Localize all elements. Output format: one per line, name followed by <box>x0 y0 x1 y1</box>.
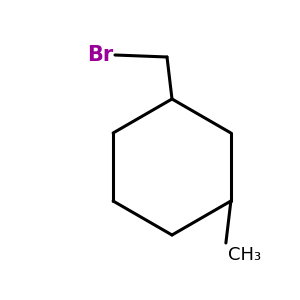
Text: CH₃: CH₃ <box>228 246 261 264</box>
Text: Br: Br <box>87 45 113 65</box>
